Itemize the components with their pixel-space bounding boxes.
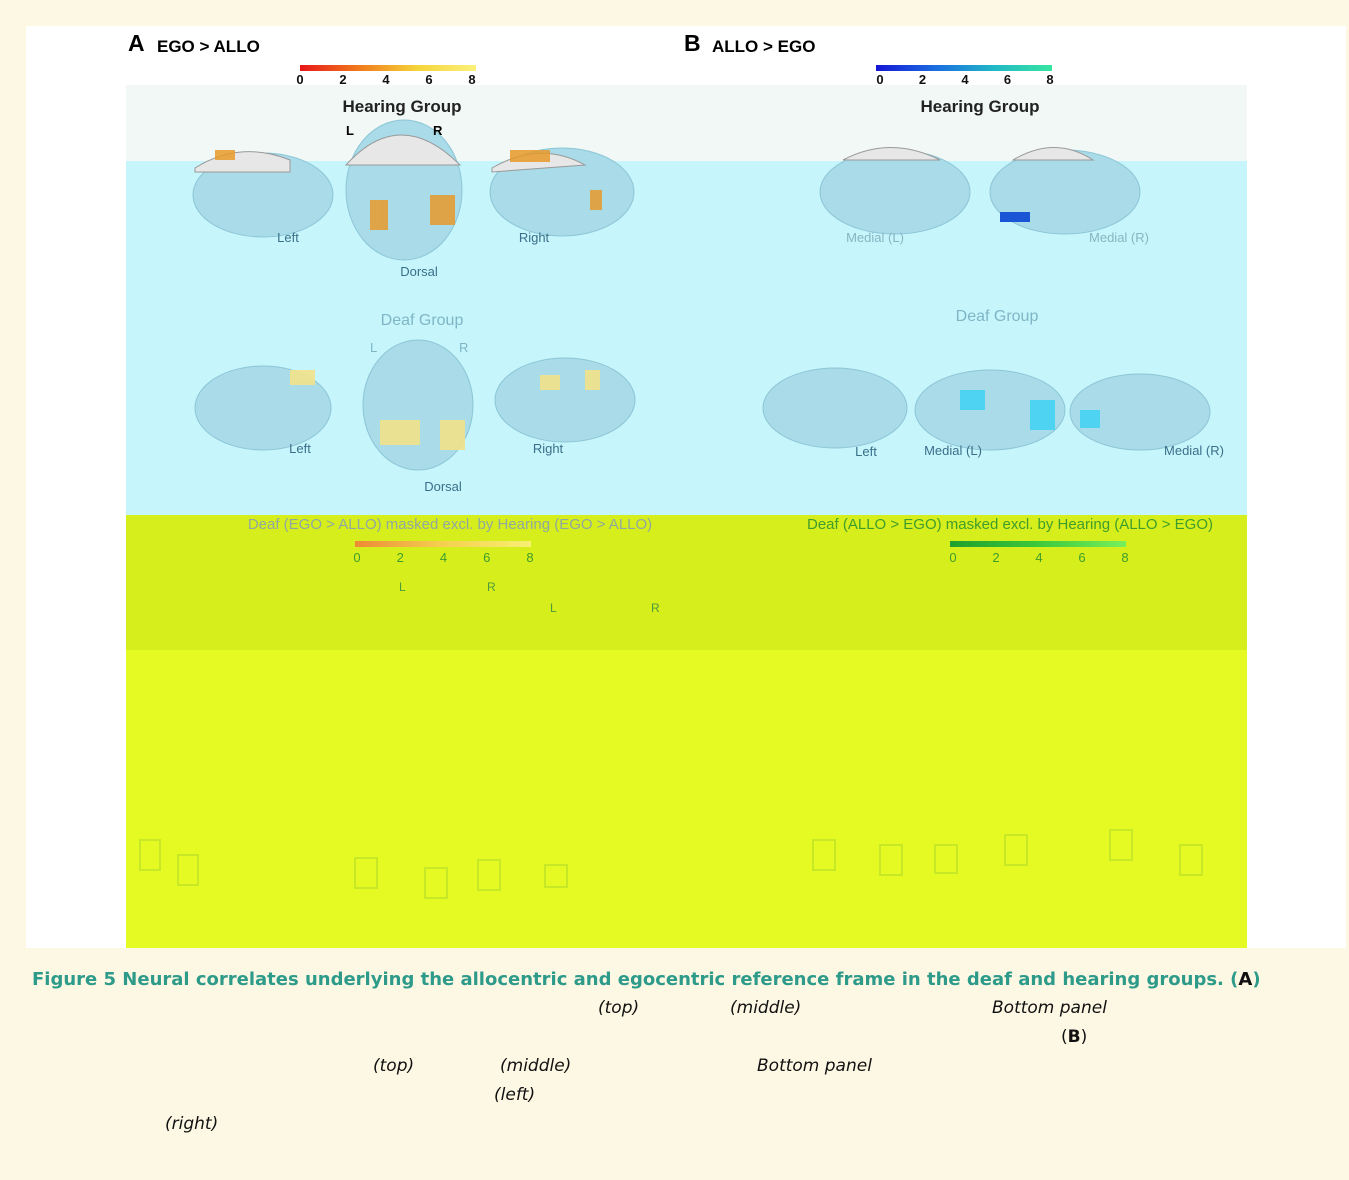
brain-images xyxy=(0,0,1349,1180)
side-label: R xyxy=(459,340,468,355)
caption-fragment: (top) xyxy=(373,1056,414,1076)
colorbar-tick: 0 xyxy=(296,72,303,87)
caption-panel-ref: B xyxy=(1068,1027,1081,1047)
colorbar-tick: 0 xyxy=(353,550,360,565)
colorbar-tick: 2 xyxy=(397,550,404,565)
caption-fragment: (top) xyxy=(598,998,639,1018)
colorbar xyxy=(950,541,1126,547)
colorbar-tick: 8 xyxy=(1046,72,1053,87)
group-title: Hearing Group xyxy=(342,97,461,117)
side-label: L xyxy=(399,580,406,594)
caption-title-text: Figure 5 Neural correlates underlying th… xyxy=(32,969,1224,990)
colorbar-tick: 4 xyxy=(382,72,389,87)
view-label: Right xyxy=(533,441,563,456)
colorbar-tick: 0 xyxy=(949,550,956,565)
colorbar-tick: 8 xyxy=(468,72,475,87)
view-label: Medial (R) xyxy=(1089,230,1149,245)
colorbar-tick: 6 xyxy=(1004,72,1011,87)
group-title: Hearing Group xyxy=(920,97,1039,117)
caption-fragment: Bottom panel xyxy=(992,998,1107,1018)
side-label: R xyxy=(433,123,442,138)
side-label: L xyxy=(550,601,557,615)
colorbar xyxy=(355,541,531,547)
colorbar xyxy=(876,65,1052,71)
colorbar-tick: 4 xyxy=(1035,550,1042,565)
colorbar-tick: 2 xyxy=(339,72,346,87)
masked-title: Deaf (EGO > ALLO) masked excl. by Hearin… xyxy=(248,516,652,533)
view-label: Medial (R) xyxy=(1164,443,1224,458)
caption-fragment: (B) xyxy=(1061,1027,1087,1047)
caption-fragment: Bottom panel xyxy=(757,1056,872,1076)
caption-fragment: (left) xyxy=(494,1085,535,1105)
view-label: Left xyxy=(289,441,311,456)
colorbar-tick: 6 xyxy=(483,550,490,565)
caption-panel-ref: A xyxy=(1238,969,1252,990)
view-label: Left xyxy=(855,444,877,459)
colorbar-tick: 4 xyxy=(961,72,968,87)
view-label: Right xyxy=(519,230,549,245)
view-label: Medial (L) xyxy=(924,443,982,458)
colorbar-tick: 4 xyxy=(440,550,447,565)
panel-label: A xyxy=(128,30,145,57)
panel-title: EGO > ALLO xyxy=(157,37,260,57)
colorbar-tick: 2 xyxy=(919,72,926,87)
colorbar-tick: 6 xyxy=(425,72,432,87)
view-label: Dorsal xyxy=(400,264,438,279)
colorbar xyxy=(300,65,476,71)
caption-fragment: (middle) xyxy=(730,998,801,1018)
side-label: L xyxy=(346,123,354,138)
group-title: Deaf Group xyxy=(956,308,1039,326)
group-title: Deaf Group xyxy=(381,312,464,330)
caption-title: Figure 5 Neural correlates underlying th… xyxy=(32,969,1261,990)
view-label: Medial (L) xyxy=(846,230,904,245)
caption-fragment: (middle) xyxy=(500,1056,571,1076)
panel-label: B xyxy=(684,30,701,57)
side-label: R xyxy=(651,601,660,615)
side-label: L xyxy=(370,340,377,355)
page: A EGO > ALLO B ALLO > EGO 0 2 4 6 8 0 2 4 6 8 0 2 4 6… xyxy=(0,0,1349,1180)
colorbar-tick: 0 xyxy=(876,72,883,87)
colorbar-tick: 8 xyxy=(526,550,533,565)
side-label: R xyxy=(487,580,496,594)
masked-title: Deaf (ALLO > EGO) masked excl. by Hearin… xyxy=(807,516,1213,533)
caption-fragment: (right) xyxy=(165,1114,218,1134)
colorbar-tick: 2 xyxy=(992,550,999,565)
view-label: Dorsal xyxy=(424,479,462,494)
view-label: Left xyxy=(277,230,299,245)
panel-title: ALLO > EGO xyxy=(712,37,815,57)
colorbar-tick: 8 xyxy=(1121,550,1128,565)
colorbar-tick: 6 xyxy=(1078,550,1085,565)
